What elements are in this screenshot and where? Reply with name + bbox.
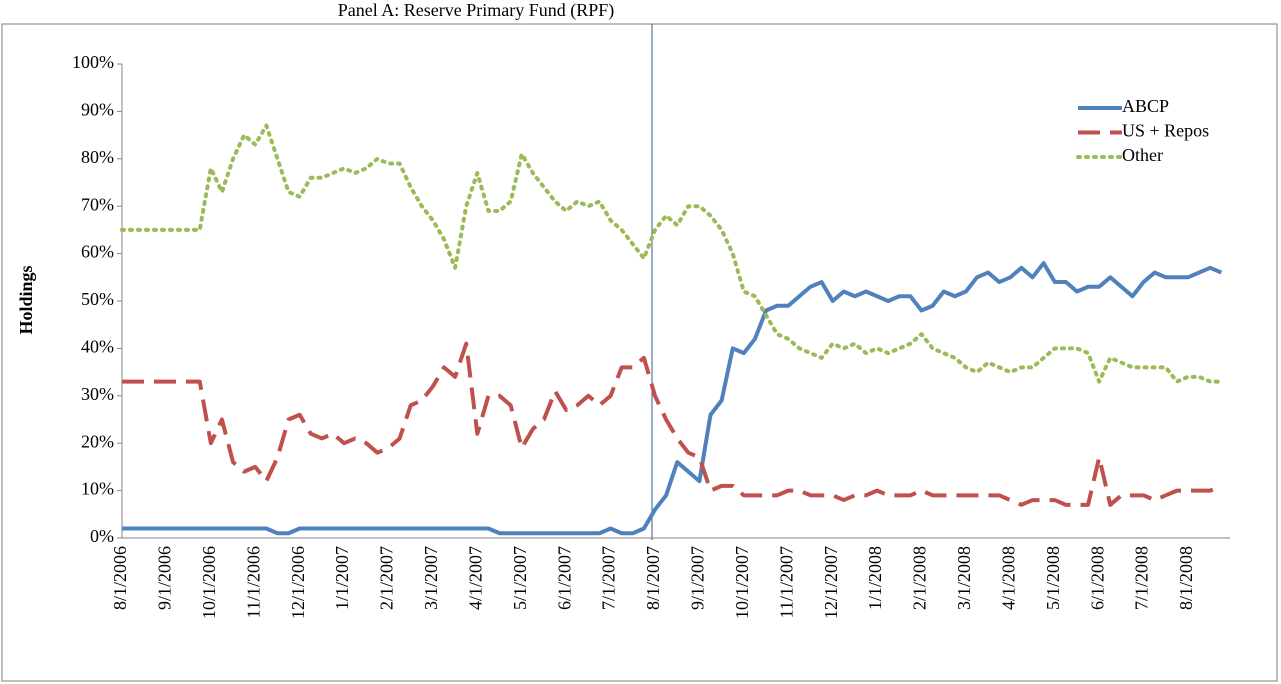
- y-tick-label: 100%: [72, 52, 114, 72]
- x-tick-label: 8/1/2006: [110, 546, 130, 610]
- y-axis-label: Holdings: [16, 265, 36, 334]
- x-tick-label: 8/1/2007: [643, 546, 663, 610]
- y-tick-label: 60%: [81, 242, 114, 262]
- x-tick-label: 6/1/2007: [554, 546, 574, 610]
- y-tick-label: 0%: [90, 526, 114, 546]
- x-tick-label: 5/1/2007: [510, 546, 530, 610]
- y-tick-label: 50%: [81, 289, 114, 309]
- y-tick-label: 80%: [81, 147, 114, 167]
- x-tick-label: 2/1/2008: [910, 546, 930, 610]
- x-tick-label: 9/1/2006: [155, 546, 175, 610]
- x-tick-label: 11/1/2007: [776, 546, 796, 618]
- y-tick-label: 90%: [81, 100, 114, 120]
- y-tick-label: 10%: [81, 479, 114, 499]
- x-tick-label: 9/1/2007: [688, 546, 708, 610]
- chart-border: [1, 23, 1278, 682]
- x-tick-label: 10/1/2007: [732, 546, 752, 619]
- x-tick-label: 4/1/2008: [998, 546, 1018, 610]
- x-tick-label: 3/1/2008: [954, 546, 974, 610]
- x-tick-label: 7/1/2008: [1132, 546, 1152, 610]
- x-tick-label: 12/1/2006: [288, 546, 308, 619]
- line-series: [120, 123, 1224, 384]
- y-tick-label: 70%: [81, 194, 114, 214]
- x-tick-label: 5/1/2008: [1043, 546, 1063, 610]
- legend-label: ABCP: [1122, 96, 1169, 116]
- x-tick-label: 11/1/2006: [243, 546, 263, 618]
- y-tick-label: 40%: [81, 337, 114, 357]
- x-tick-label: 8/1/2008: [1176, 546, 1196, 610]
- x-tick-label: 1/1/2008: [865, 546, 885, 610]
- x-tick-label: 3/1/2007: [421, 546, 441, 610]
- x-tick-label: 2/1/2007: [377, 546, 397, 610]
- x-tick-label: 7/1/2007: [599, 546, 619, 610]
- x-tick-label: 4/1/2007: [465, 546, 485, 610]
- legend-label: Other: [1122, 145, 1163, 165]
- y-tick-label: 30%: [81, 384, 114, 404]
- x-tick-label: 6/1/2008: [1087, 546, 1107, 610]
- y-tick-label: 20%: [81, 431, 114, 451]
- x-tick-label: 12/1/2007: [821, 546, 841, 619]
- line-series: [122, 341, 1223, 507]
- legend-label: US + Repos: [1122, 121, 1209, 141]
- x-tick-label: 10/1/2006: [199, 546, 219, 619]
- line-series: [122, 261, 1223, 536]
- chart-title: Panel A: Reserve Primary Fund (RPF): [338, 0, 615, 21]
- x-tick-label: 1/1/2007: [332, 546, 352, 610]
